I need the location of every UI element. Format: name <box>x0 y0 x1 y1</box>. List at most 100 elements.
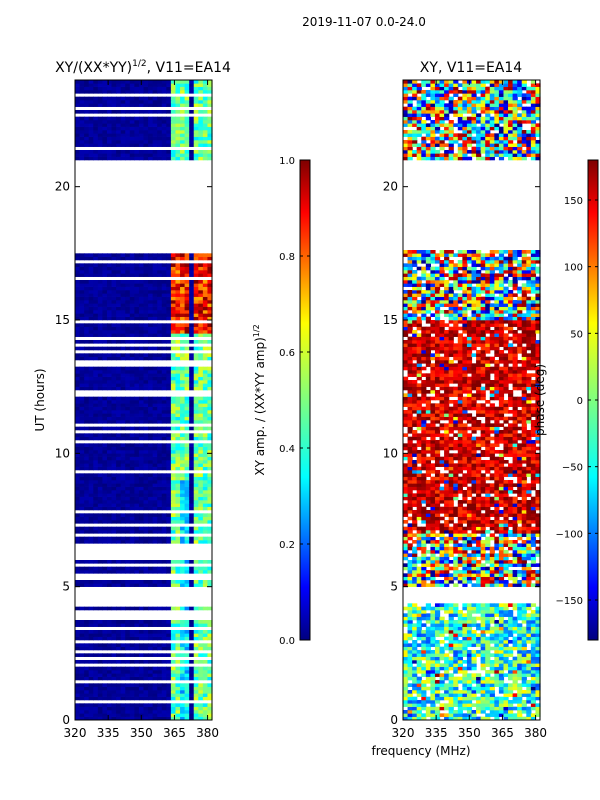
phase-cell <box>466 680 473 684</box>
amplitude-cell <box>143 463 149 467</box>
amplitude-cell <box>79 306 85 311</box>
amplitude-cell <box>111 526 117 531</box>
amplitude-cell <box>120 143 126 147</box>
amplitude-cell <box>84 380 90 384</box>
amplitude-cell <box>79 463 85 467</box>
amplitude-cell <box>207 143 213 147</box>
amplitude-cell <box>134 123 140 127</box>
amplitude-cell <box>175 110 181 114</box>
amplitude-cell <box>125 643 131 647</box>
amplitude-cell <box>175 493 181 497</box>
phase-cell <box>448 640 454 644</box>
amplitude-cell <box>180 323 186 327</box>
amplitude-cell <box>207 660 213 664</box>
amplitude-cell <box>148 673 154 677</box>
amplitude-cell <box>125 373 131 377</box>
amplitude-cell <box>202 446 209 451</box>
amplitude-cell <box>111 100 117 104</box>
amplitude-cell <box>97 296 103 301</box>
amplitude-cell <box>157 506 163 511</box>
amplitude-cell <box>75 713 81 717</box>
amplitude-cell <box>79 686 85 691</box>
amplitude-cell <box>157 450 163 454</box>
phase-cell <box>434 680 441 684</box>
phase-cell <box>407 570 413 574</box>
amplitude-cell <box>189 370 195 374</box>
phase-cell <box>448 553 454 557</box>
phase-cell <box>480 626 486 631</box>
phase-cell <box>403 650 409 654</box>
phase-cell <box>498 580 505 584</box>
amplitude-cell <box>189 383 195 387</box>
amplitude-cell <box>75 123 81 127</box>
amplitude-cell <box>184 303 190 307</box>
amplitude-cell <box>79 416 85 421</box>
phase-cell <box>517 656 523 661</box>
amplitude-cell <box>157 513 163 517</box>
amplitude-cell <box>184 370 190 374</box>
amplitude-cell <box>152 383 158 387</box>
amplitude-cell <box>138 426 145 431</box>
amplitude-cell <box>134 443 140 447</box>
amplitude-cell <box>125 410 131 414</box>
amplitude-cell <box>88 696 94 701</box>
amplitude-cell <box>93 140 99 144</box>
amplitude-cell <box>193 280 199 284</box>
phase-cell <box>421 700 427 704</box>
amplitude-cell <box>166 126 172 131</box>
amplitude-cell <box>193 660 199 664</box>
phase-cell <box>416 610 422 614</box>
phase-cell <box>457 650 463 654</box>
amplitude-cell <box>207 403 213 407</box>
amplitude-cell <box>88 646 94 651</box>
amplitude-cell <box>184 403 190 407</box>
amplitude-cell <box>111 316 117 321</box>
amplitude-cell <box>134 463 140 467</box>
amplitude-cell <box>198 273 204 277</box>
amplitude-cell <box>170 140 177 144</box>
amplitude-cell <box>157 653 163 657</box>
amplitude-cell <box>157 110 163 114</box>
amplitude-cell <box>166 266 172 271</box>
amplitude-cell <box>106 466 113 471</box>
phase-cell <box>403 683 409 687</box>
phase-cell <box>425 616 431 621</box>
amplitude-cell <box>184 376 190 381</box>
amplitude-cell <box>152 570 158 574</box>
amplitude-cell <box>193 630 199 634</box>
amplitude-cell <box>84 310 90 314</box>
amplitude-cell <box>120 630 126 634</box>
amplitude-cell <box>111 273 117 277</box>
amplitude-cell <box>106 570 113 574</box>
amplitude-cell <box>193 136 199 141</box>
amplitude-cell <box>88 133 94 137</box>
amplitude-cell <box>198 580 204 584</box>
phase-cell <box>508 560 514 564</box>
amplitude-cell <box>148 500 154 504</box>
phase-cell <box>489 700 495 704</box>
phase-cell <box>517 686 523 691</box>
amplitude-cell <box>189 296 195 301</box>
phase-cell <box>462 560 468 564</box>
amplitude-cell <box>88 380 94 384</box>
amplitude-cell <box>120 530 126 534</box>
amplitude-cell <box>202 386 209 391</box>
phase-cell <box>462 713 468 717</box>
amplitude-cell <box>93 330 99 334</box>
phase-cell <box>498 583 505 587</box>
amplitude-cell <box>207 380 213 384</box>
amplitude-cell <box>134 433 140 437</box>
phase-cell <box>471 603 477 607</box>
phase-cell <box>485 653 491 657</box>
amplitude-cell <box>157 266 163 271</box>
phase-cell <box>480 640 486 644</box>
amplitude-cell <box>116 290 122 294</box>
phase-cell <box>457 623 463 627</box>
phase-cell <box>430 703 436 707</box>
phase-cell <box>457 620 463 624</box>
amplitude-cell <box>106 133 113 137</box>
phase-cell <box>485 610 491 614</box>
amplitude-cell <box>189 473 195 477</box>
phase-cell <box>421 650 427 654</box>
amplitude-cell <box>152 630 158 634</box>
